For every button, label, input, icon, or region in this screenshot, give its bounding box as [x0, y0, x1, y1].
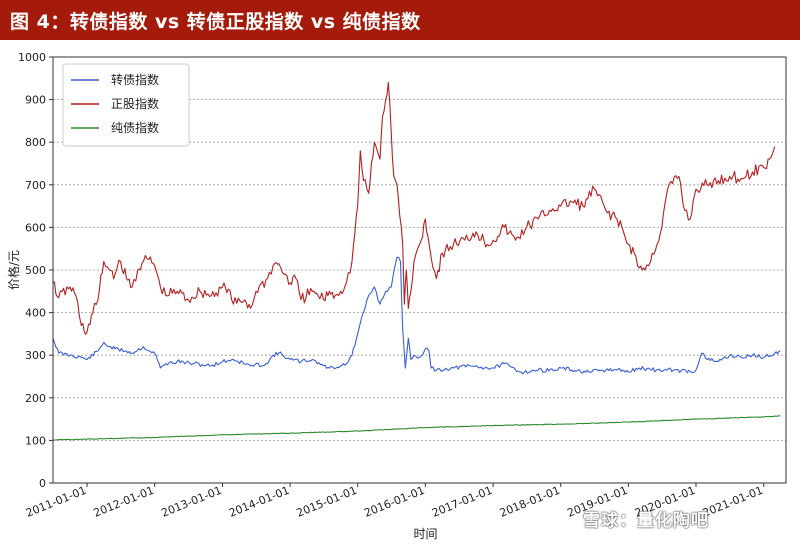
legend-label: 转债指数 — [111, 72, 159, 87]
y-tick-label: 200 — [25, 392, 46, 405]
x-tick-label: 2013-01-01 — [159, 484, 223, 520]
series-line-2 — [52, 82, 776, 335]
line-chart: 0 100 200 300 400 500 600 700 800 900 1000 2011-01… — [6, 51, 787, 541]
y-tick-label: 0 — [39, 477, 46, 490]
title-bar: 图 4：转债指数 vs 转债正股指数 vs 纯债指数 — [0, 0, 800, 40]
x-tick-label: 2011-01-01 — [24, 484, 88, 520]
y-tick-label: 1000 — [18, 51, 46, 64]
x-axis-title: 时间 — [413, 527, 437, 541]
x-tick-label: 2015-01-01 — [295, 484, 359, 520]
legend-label: 纯债指数 — [111, 120, 159, 135]
series-line-1 — [52, 256, 781, 375]
x-tick-label: 2012-01-01 — [92, 484, 156, 520]
series-group — [52, 82, 781, 441]
y-tick-label: 100 — [25, 434, 46, 447]
y-tick-label: 800 — [25, 136, 46, 149]
page-title: 图 4：转债指数 vs 转债正股指数 vs 纯债指数 — [10, 11, 421, 33]
series-line-3 — [53, 415, 781, 441]
y-tick-label: 300 — [25, 349, 46, 362]
y-axis: 0 100 200 300 400 500 600 700 800 900 1000 — [18, 51, 53, 490]
x-tick-label: 2016-01-01 — [362, 484, 426, 520]
y-tick-label: 700 — [25, 179, 46, 192]
y-tick-label: 500 — [25, 264, 46, 277]
x-tick-label: 2021-01-01 — [701, 484, 765, 520]
grid-lines — [53, 99, 786, 441]
y-tick-label: 900 — [25, 94, 46, 107]
y-tick-label: 400 — [25, 307, 46, 320]
x-tick-label: 2017-01-01 — [430, 484, 494, 520]
y-tick-label: 600 — [25, 221, 46, 234]
x-tick-label: 2014-01-01 — [227, 484, 291, 520]
watermark: 雪球：量化陶吧 — [583, 511, 709, 531]
legend-box — [62, 63, 190, 147]
y-axis-title: 价格/元 — [6, 250, 21, 290]
x-tick-label: 2018-01-01 — [498, 484, 562, 520]
legend-label: 正股指数 — [111, 96, 159, 111]
